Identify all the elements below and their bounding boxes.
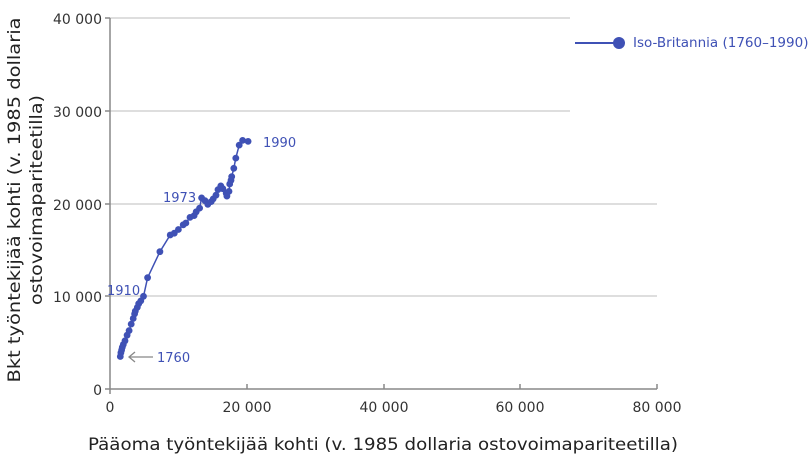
- x-axis-title: Pääoma työntekijää kohti (v. 1985 dollar…: [88, 435, 678, 455]
- y-tick-40000: 40 000: [53, 12, 102, 28]
- y-tick-0: 0: [93, 383, 102, 399]
- data-point: [175, 226, 182, 233]
- y-tick-20000: 20 000: [53, 198, 102, 214]
- data-point: [212, 191, 220, 199]
- y-tick-labels: 40 000 30 000 20 000 10 000 0: [53, 12, 102, 399]
- series-line: [119, 139, 249, 357]
- x-tick-20000: 20 000: [223, 400, 272, 416]
- x-tick-labels: 0 20 000 40 000 60 000 80 000: [106, 400, 682, 416]
- annotation-1973: 1973: [163, 191, 196, 206]
- data-point: [144, 274, 152, 282]
- annotation-1910: 1910: [107, 284, 140, 299]
- annotations: 1760 1910 1973 1990: [107, 136, 296, 366]
- series-iso-britannia: [116, 137, 252, 360]
- data-point: [196, 204, 204, 212]
- data-point: [225, 188, 233, 195]
- y-axis-title: Bkt työntekijää kohti (v. 1985 dollaria …: [5, 17, 47, 382]
- data-point: [235, 141, 243, 149]
- data-point: [127, 320, 135, 328]
- data-point: [140, 292, 147, 300]
- y-tick-30000: 30 000: [53, 105, 102, 121]
- legend-label: Iso-Britannia (1760–1990): [633, 35, 809, 51]
- data-point: [244, 138, 252, 145]
- data-point: [121, 337, 129, 345]
- data-point: [232, 154, 240, 162]
- arrow-head-icon: [127, 351, 136, 363]
- y-tick-10000: 10 000: [53, 290, 102, 306]
- x-tick-40000: 40 000: [360, 400, 409, 416]
- y-axis-title-line-1: Bkt työntekijää kohti (v. 1985 dollaria: [5, 17, 25, 382]
- data-point: [125, 327, 133, 334]
- data-point: [230, 164, 238, 172]
- legend: Iso-Britannia (1760–1990): [575, 35, 808, 51]
- data-point: [182, 219, 190, 227]
- x-tick-80000: 80 000: [633, 400, 682, 416]
- x-tick-0: 0: [106, 400, 115, 416]
- data-point: [239, 137, 247, 144]
- axes: [105, 17, 658, 394]
- x-tick-60000: 60 000: [496, 400, 545, 416]
- data-point: [228, 173, 236, 181]
- annotation-1990: 1990: [263, 136, 296, 151]
- data-point: [156, 248, 164, 256]
- y-axis-title-line-2: ostovoimapariteetilla): [27, 95, 47, 305]
- gridlines: [110, 17, 657, 297]
- annotation-1760: 1760: [157, 351, 190, 366]
- legend-line-marker-icon: [575, 37, 625, 49]
